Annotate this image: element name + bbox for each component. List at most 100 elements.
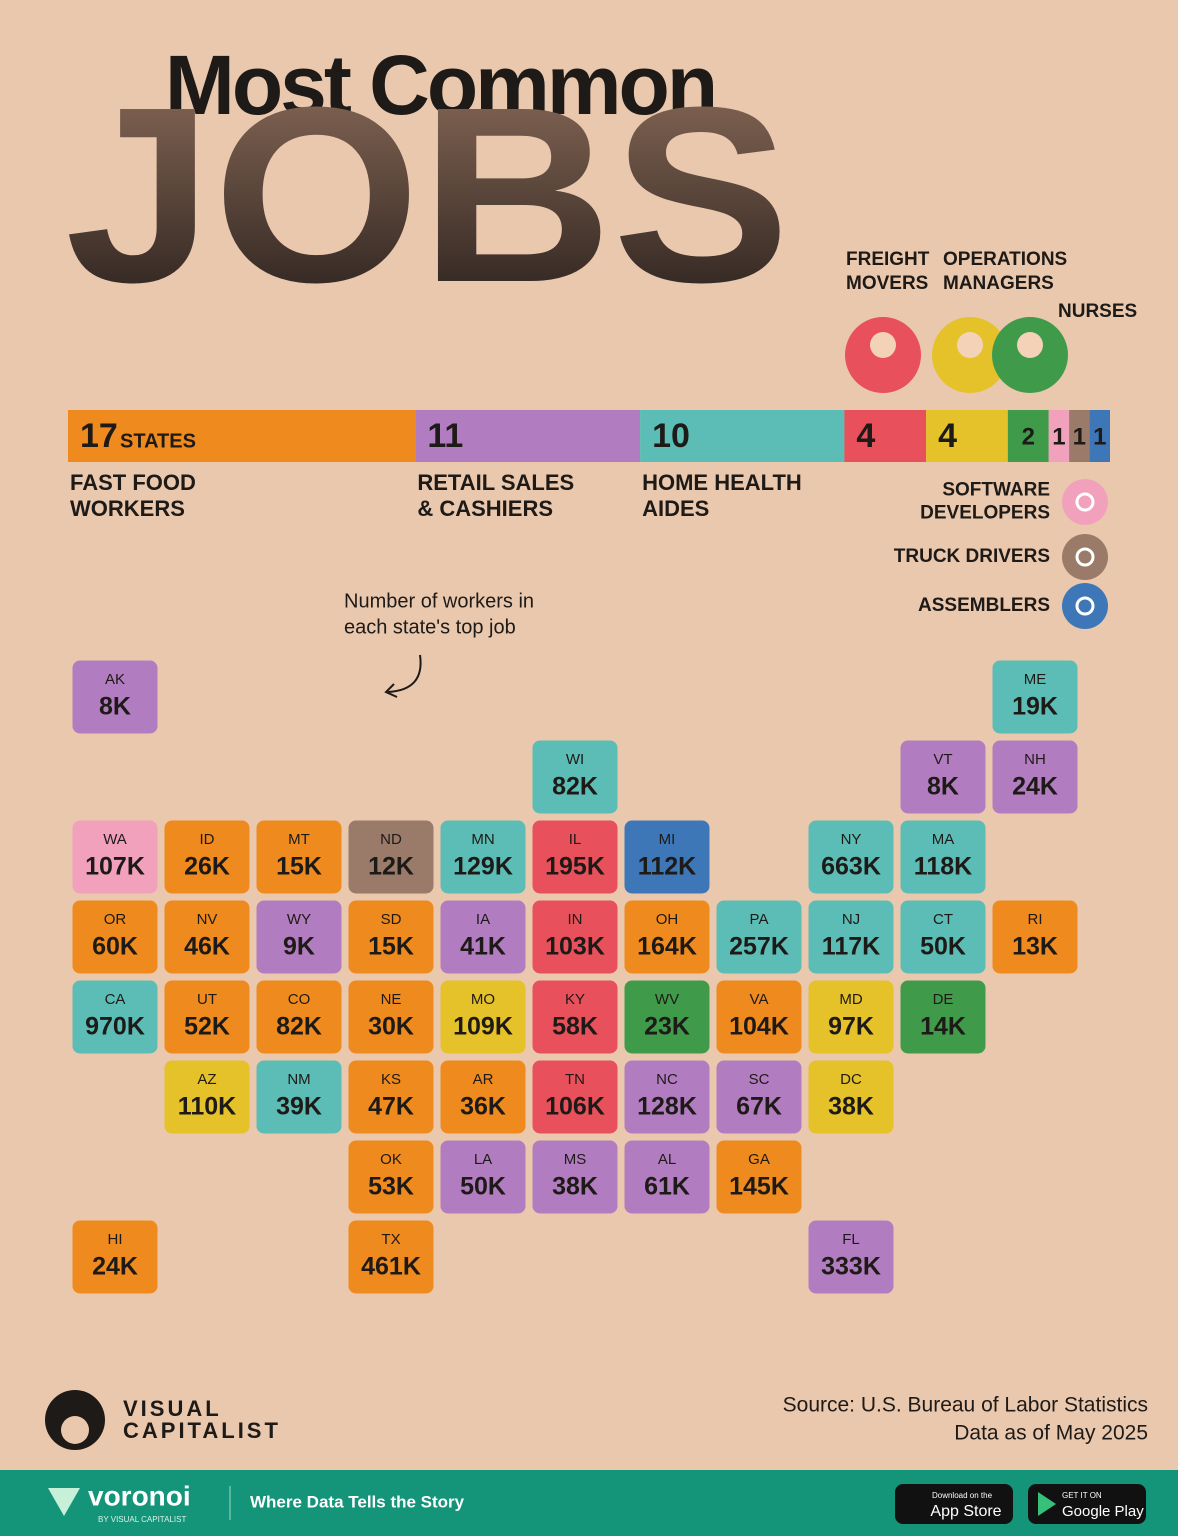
- state-value: 41K: [460, 933, 506, 961]
- state-tile: [531, 979, 619, 1055]
- state-tile: [531, 1059, 619, 1135]
- voronoi-logo: [48, 1488, 80, 1516]
- state-value: 23K: [644, 1013, 690, 1041]
- state-value: 128K: [637, 1093, 697, 1121]
- state-value: 15K: [276, 853, 322, 881]
- state-tile: [347, 1059, 435, 1135]
- state-value: 38K: [552, 1173, 598, 1201]
- job-label: AIDES: [642, 496, 709, 521]
- tile-map: AK 8K ME 19K WI 82K VT 8K NH 24K WA 107K ID 26K MT 15K N…: [71, 659, 1079, 1295]
- annotation-arrow: [387, 654, 422, 693]
- state-tile: [623, 819, 711, 895]
- segment-count: 2: [1022, 423, 1035, 450]
- state-abbr: WI: [566, 751, 584, 768]
- state-abbr: MA: [932, 831, 955, 848]
- state-value: 107K: [85, 853, 145, 881]
- job-label: HOME HEALTH: [642, 470, 802, 495]
- state-value: 195K: [545, 853, 605, 881]
- state-abbr: TN: [565, 1071, 585, 1088]
- state-value: 13K: [1012, 933, 1058, 961]
- state-value: 164K: [637, 933, 697, 961]
- state-value: 39K: [276, 1093, 322, 1121]
- state-tile: [71, 819, 159, 895]
- state-tile: [991, 659, 1079, 735]
- segment-count: 17: [80, 417, 118, 455]
- state-value: 67K: [736, 1093, 782, 1121]
- state-value: 970K: [85, 1013, 145, 1041]
- annotation: each state's top job: [344, 616, 516, 638]
- state-abbr: IN: [568, 911, 583, 928]
- state-tile: [71, 979, 159, 1055]
- state-abbr: IL: [569, 831, 582, 848]
- state-value: 38K: [828, 1093, 874, 1121]
- state-tile: [163, 979, 251, 1055]
- state-value: 103K: [545, 933, 605, 961]
- bar-segment: [926, 410, 1008, 462]
- state-tile: [899, 739, 987, 815]
- state-tile: [439, 899, 527, 975]
- state-tile: [255, 899, 343, 975]
- state-value: 14K: [920, 1013, 966, 1041]
- state-abbr: FL: [842, 1231, 860, 1248]
- bar-segment: [640, 410, 845, 462]
- state-tile: [531, 1139, 619, 1215]
- state-abbr: DE: [933, 991, 954, 1008]
- state-abbr: MT: [288, 831, 310, 848]
- state-value: 52K: [184, 1013, 230, 1041]
- state-tile: [439, 1059, 527, 1135]
- state-value: 60K: [92, 933, 138, 961]
- job-icon-figure: [870, 332, 896, 358]
- state-tile: [255, 819, 343, 895]
- state-tile: [347, 979, 435, 1055]
- state-tile: [71, 659, 159, 735]
- state-abbr: WY: [287, 911, 311, 928]
- state-value: 97K: [828, 1013, 874, 1041]
- annotation-arrowhead: [384, 683, 398, 698]
- play-icon: [1038, 1492, 1056, 1516]
- state-abbr: AL: [658, 1151, 676, 1168]
- segment-count: 4: [938, 417, 957, 455]
- state-value: 82K: [552, 773, 598, 801]
- state-abbr: AK: [105, 671, 125, 688]
- state-value: 19K: [1012, 693, 1058, 721]
- job-label: DEVELOPERS: [920, 503, 1050, 524]
- state-tile: [899, 899, 987, 975]
- job-label: RETAIL SALES: [417, 470, 574, 495]
- job-label: TRUCK DRIVERS: [894, 546, 1050, 567]
- state-abbr: GA: [748, 1151, 770, 1168]
- job-icon: [1062, 583, 1108, 629]
- state-tile: [347, 899, 435, 975]
- state-tile: [623, 899, 711, 975]
- count-unit: STATES: [120, 430, 196, 452]
- job-icon-figure: [957, 332, 983, 358]
- job-label: FREIGHT: [846, 249, 930, 270]
- bar-segment: [415, 410, 641, 462]
- state-abbr: ME: [1024, 671, 1047, 688]
- state-value: 106K: [545, 1093, 605, 1121]
- state-abbr: KS: [381, 1071, 401, 1088]
- google-play-badge[interactable]: [1028, 1484, 1146, 1524]
- state-value: 8K: [927, 773, 959, 801]
- state-tile: [807, 1219, 895, 1295]
- state-abbr: MI: [659, 831, 676, 848]
- state-tile: [807, 1059, 895, 1135]
- state-tile: [531, 819, 619, 895]
- state-tile: [255, 1059, 343, 1135]
- job-label: ASSEMBLERS: [918, 595, 1050, 616]
- state-abbr: SD: [381, 911, 402, 928]
- state-tile: [623, 1139, 711, 1215]
- state-abbr: MS: [564, 1151, 587, 1168]
- state-tile: [715, 1059, 803, 1135]
- job-bar: 17 STATES 11 10 4 4 2 1 1 1: [68, 410, 1110, 462]
- state-tile: [715, 899, 803, 975]
- state-value: 112K: [638, 853, 696, 881]
- app-store-badge[interactable]: [895, 1484, 1013, 1524]
- state-tile: [715, 1139, 803, 1215]
- state-value: 12K: [368, 853, 414, 881]
- state-tile: [255, 979, 343, 1055]
- state-value: 104K: [729, 1013, 789, 1041]
- footer-by: BY VISUAL CAPITALIST: [98, 1515, 186, 1524]
- state-value: 145K: [729, 1173, 789, 1201]
- state-abbr: NV: [197, 911, 218, 928]
